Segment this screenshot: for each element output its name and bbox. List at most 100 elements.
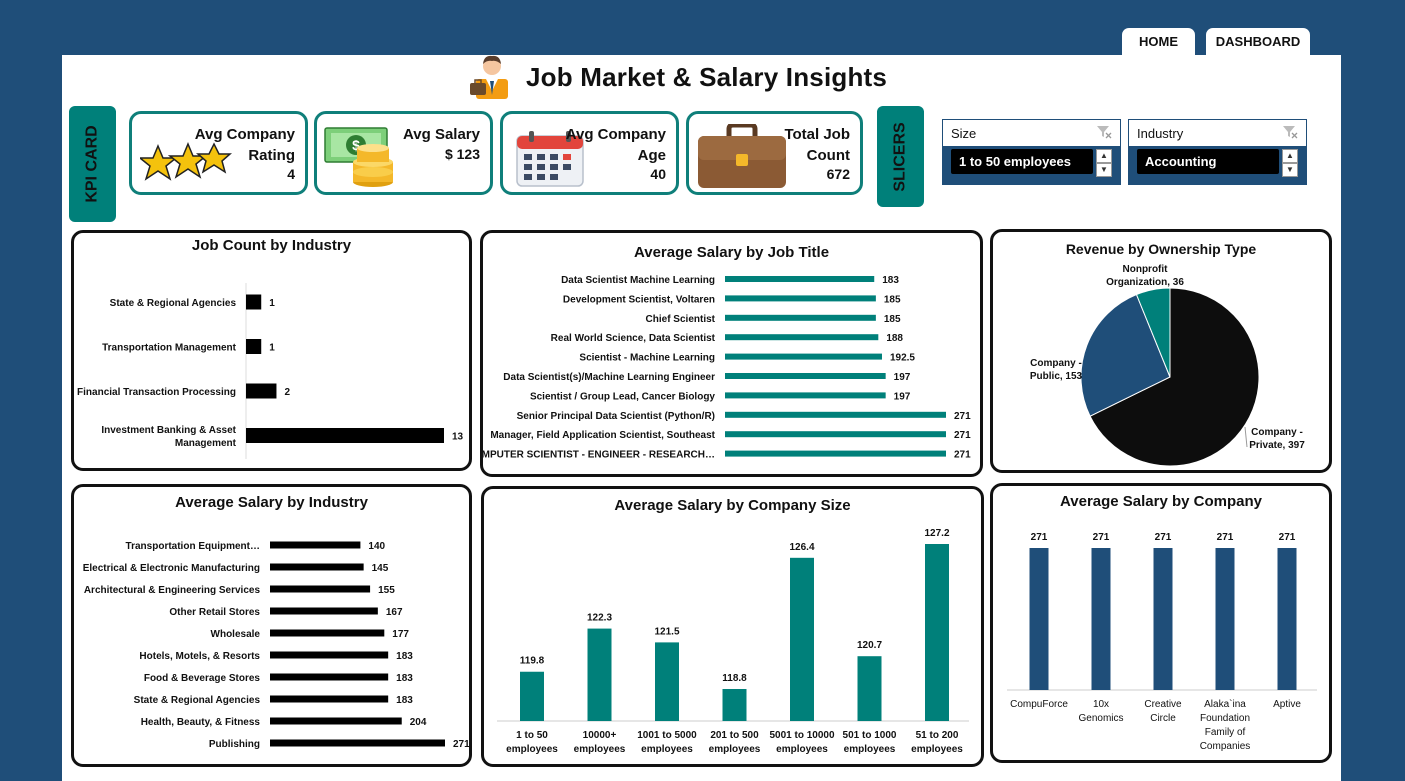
category-label: Publishing — [209, 739, 260, 750]
kpi-jobs-label-2: Count — [806, 147, 850, 164]
data-label: 122.3 — [587, 613, 612, 624]
bar — [725, 276, 875, 282]
data-label: 119.8 — [520, 656, 545, 667]
data-label: 185 — [884, 294, 901, 305]
job-count-chart: 1 State & Regional Agencies 1 Transportatio… — [77, 283, 464, 459]
category-label: 51 to 200 — [916, 730, 959, 741]
category-label: Electrical & Electronic Manufacturing — [83, 563, 260, 574]
category-label: CompuForce — [1010, 699, 1068, 710]
category-label: employees — [844, 744, 896, 755]
category-label: Real World Science, Data Scientist — [551, 333, 716, 344]
kpi-rating-label-2: Rating — [248, 147, 295, 164]
kpi-avg-rating: Avg Company Rating 4 — [129, 111, 308, 195]
scroll-down-icon[interactable]: ▼ — [1282, 163, 1298, 177]
category-label: 201 to 500 — [710, 730, 759, 741]
data-label: 197 — [894, 372, 911, 383]
category-label: COMPUTER SCIENTIST - ENGINEER - RESEARCH… — [483, 450, 715, 461]
businessman-icon — [468, 51, 516, 104]
kpi-age-value: 40 — [650, 166, 666, 182]
category-label: employees — [911, 744, 963, 755]
pie-slice — [1135, 287, 1171, 378]
category-label: Other Retail Stores — [169, 607, 260, 618]
size-slicer: Size 1 to 50 employees ▲ ▼ — [942, 119, 1121, 185]
slicers-tab: SLICERS — [877, 106, 924, 207]
bar — [722, 689, 747, 721]
data-label: 1 — [269, 298, 275, 309]
industry-slicer-scrollbar[interactable]: ▲ ▼ — [1282, 149, 1298, 179]
size-slicer-scrollbar[interactable]: ▲ ▼ — [1096, 149, 1112, 179]
kpi-avg-age: Avg Company Age 40 — [500, 111, 679, 195]
category-label: Data Scientist Machine Learning — [561, 275, 715, 286]
scroll-up-icon[interactable]: ▲ — [1282, 149, 1298, 163]
bar — [270, 739, 445, 747]
pie-data-label: Public, 153 — [1030, 371, 1083, 382]
calendar-icon — [515, 130, 587, 193]
data-label: 271 — [1093, 532, 1110, 543]
data-label: 167 — [386, 607, 403, 618]
bar — [587, 628, 612, 721]
pie-data-label: Company - — [1251, 427, 1303, 438]
kpi-total-jobs: Total Job Count 672 — [686, 111, 863, 195]
bar — [790, 557, 814, 721]
category-label: employees — [709, 744, 761, 755]
company-size-chart: 119.8 1 to 50 employees 122.3 10000+ employee… — [497, 528, 969, 755]
bar — [270, 563, 364, 571]
data-label: 197 — [894, 391, 911, 402]
bar — [725, 353, 882, 360]
data-label: 126.4 — [789, 542, 814, 553]
pie-data-label: Company - — [1030, 358, 1082, 369]
scroll-up-icon[interactable]: ▲ — [1096, 149, 1112, 163]
pie-slice — [1080, 293, 1171, 417]
chart-title: Average Salary by Company Size — [614, 497, 851, 514]
bar — [270, 695, 389, 703]
kpi-age-label-2: Age — [637, 147, 666, 164]
bar — [725, 295, 876, 302]
data-label: 183 — [396, 695, 413, 706]
kpi-age-label-1: Avg Company — [565, 126, 666, 143]
dashboard-button[interactable]: DASHBOARD — [1206, 28, 1310, 55]
bar — [1153, 548, 1173, 690]
page-header: Job Market & Salary Insights — [468, 52, 887, 102]
kpi-jobs-label-1: Total Job — [784, 126, 850, 143]
home-button[interactable]: HOME — [1122, 28, 1195, 55]
size-slicer-selected[interactable]: 1 to 50 employees — [951, 149, 1093, 174]
data-label: 1 — [269, 343, 275, 354]
category-label: Architectural & Engineering Services — [84, 585, 261, 596]
data-label: 204 — [410, 717, 427, 728]
kpi-avg-salary: $ Avg Salary $ 123 — [314, 111, 493, 195]
bar — [1091, 548, 1111, 690]
industry-slicer-selected[interactable]: Accounting — [1137, 149, 1279, 174]
data-label: 140 — [368, 541, 385, 552]
kpi-salary-label: Avg Salary — [403, 126, 480, 143]
bar — [725, 334, 879, 341]
kpi-rating-value: 4 — [287, 166, 295, 182]
bar — [270, 607, 378, 615]
data-label: 121.5 — [654, 626, 679, 637]
data-label: 177 — [392, 629, 409, 640]
bar — [270, 585, 371, 593]
category-label: Health, Beauty, & Fitness — [141, 717, 261, 728]
stars-icon — [137, 140, 232, 191]
category-label: 10x — [1093, 699, 1109, 710]
kpi-card-label: KPI CARD — [83, 125, 101, 203]
category-label: Financial Transaction Processing — [77, 387, 236, 398]
data-label: 271 — [1217, 532, 1234, 543]
bar — [270, 541, 361, 549]
scroll-down-icon[interactable]: ▼ — [1096, 163, 1112, 177]
bar — [857, 656, 882, 721]
kpi-card-tab: KPI CARD — [69, 106, 116, 222]
category-label: 501 to 1000 — [843, 730, 897, 741]
bar — [725, 431, 946, 438]
bar — [725, 314, 876, 321]
industry-slicer: Industry Accounting ▲ ▼ — [1128, 119, 1307, 185]
chart-title: Average Salary by Industry — [175, 494, 368, 511]
clear-filter-icon[interactable] — [1096, 125, 1112, 142]
svg-text:$: $ — [352, 137, 360, 153]
category-label: 1001 to 5000 — [637, 730, 697, 741]
bar — [246, 339, 262, 354]
category-label: Companies — [1200, 741, 1251, 752]
category-label: Management — [175, 438, 237, 449]
clear-filter-icon[interactable] — [1282, 125, 1298, 142]
category-label: 5001 to 10000 — [769, 730, 834, 741]
company-salary-chart: 271 CompuForce 271 10x Genomics 271 Creative Ci… — [1007, 532, 1317, 752]
